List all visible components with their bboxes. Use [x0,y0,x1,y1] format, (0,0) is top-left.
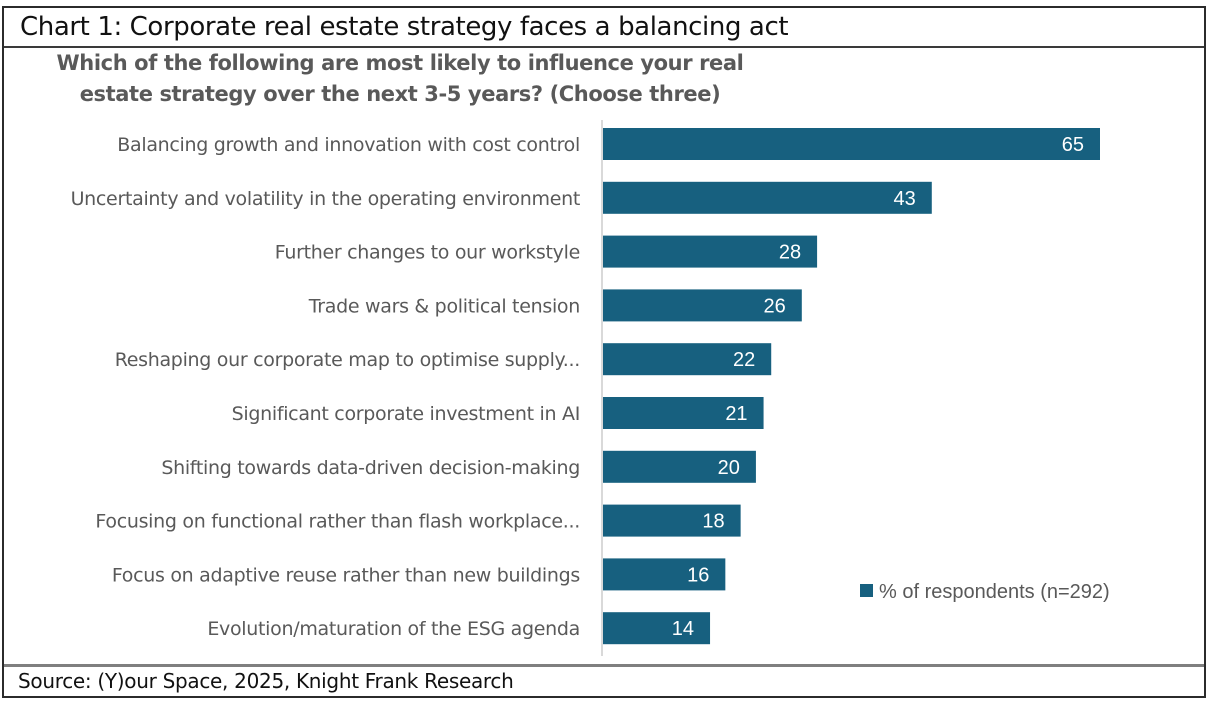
legend-swatch [860,584,873,597]
data-label: 21 [725,403,747,425]
data-label: 20 [718,457,740,479]
source-note: Source: (Y)our Space, 2025, Knight Frank… [18,669,514,693]
category-label: Significant corporate investment in AI [232,403,580,425]
bar [603,397,764,429]
bar [603,558,726,591]
data-label: 16 [687,564,709,586]
category-label: Trade wars & political tension [308,295,580,317]
category-label: Further changes to our workstyle [275,242,580,264]
bar [603,504,741,537]
chart-question: Which of the following are most likely t… [20,48,780,110]
bars-layer: Balancing growth and innovation with cos… [71,128,1100,645]
data-label: 14 [672,618,694,640]
data-label: 22 [733,349,755,371]
data-label: 65 [1062,134,1084,156]
legend: % of respondents (n=292) [860,581,1110,603]
category-label: Uncertainty and volatility in the operat… [71,188,580,210]
chart-heading: Chart 1: Corporate real estate strategy … [20,12,789,42]
category-label: Reshaping our corporate map to optimise … [115,349,580,371]
chart-question-line-2: estate strategy over the next 3-5 years?… [79,82,721,106]
data-label: 18 [702,511,724,533]
data-label: 28 [779,242,801,264]
category-label: Focus on adaptive reuse rather than new … [112,564,580,586]
bar [603,181,932,214]
data-label: 26 [764,295,786,317]
bar [603,289,802,322]
chart-question-line-1: Which of the following are most likely t… [56,51,744,75]
category-label: Shifting towards data-driven decision-ma… [161,457,580,479]
data-label: 43 [894,188,916,210]
bar [603,235,818,268]
chart-frame: Chart 1: Corporate real estate strategy … [2,6,1206,698]
bar [603,450,756,483]
bar [603,612,711,645]
source-bar: Source: (Y)our Space, 2025, Knight Frank… [4,664,1204,696]
bar [603,128,1100,160]
legend-label: % of respondents (n=292) [879,581,1110,603]
bar [603,343,772,376]
category-label: Balancing growth and innovation with cos… [117,134,580,156]
category-label: Evolution/maturation of the ESG agenda [207,618,580,640]
title-bar: Chart 1: Corporate real estate strategy … [4,8,1204,48]
category-label: Focusing on functional rather than flash… [95,511,580,533]
